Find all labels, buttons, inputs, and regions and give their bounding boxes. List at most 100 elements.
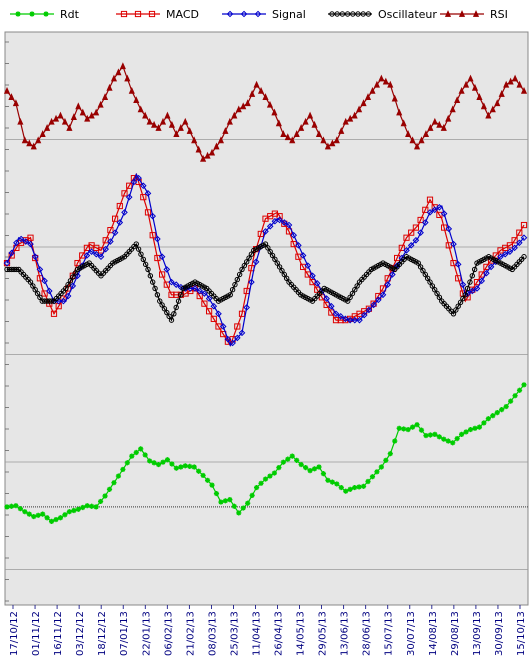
data-point: [89, 503, 95, 509]
legend-item-rdt: Rdt: [10, 8, 80, 21]
data-point: [27, 279, 34, 285]
data-point: [13, 239, 20, 247]
data-point: [468, 287, 476, 295]
data-point: [231, 111, 238, 119]
data-point: [459, 431, 465, 437]
data-point: [72, 270, 78, 276]
data-point: [445, 225, 453, 233]
data-point: [275, 119, 282, 127]
x-tick-label: 08/03/13: [207, 611, 218, 656]
data-point: [418, 136, 425, 144]
data-point: [173, 465, 179, 471]
data-point: [271, 108, 278, 116]
data-point: [116, 219, 124, 226]
data-point: [229, 287, 236, 293]
data-point: [503, 80, 510, 88]
legend-marker: [360, 11, 366, 17]
data-point: [279, 267, 285, 274]
data-point: [298, 124, 305, 131]
data-point: [62, 512, 68, 518]
data-point: [258, 480, 264, 486]
data-point: [316, 464, 322, 470]
data-point: [8, 93, 15, 100]
data-point: [403, 247, 410, 254]
data-point: [352, 287, 358, 293]
data-point: [35, 512, 41, 518]
data-point: [472, 425, 478, 431]
data-point: [217, 136, 224, 144]
data-point: [283, 275, 290, 281]
data-point: [124, 74, 131, 82]
data-point: [149, 212, 157, 220]
data-point: [313, 280, 321, 287]
data-point: [471, 83, 479, 91]
data-point: [61, 117, 69, 125]
data-point: [441, 436, 447, 442]
x-tick-label: 01/11/12: [31, 611, 42, 656]
legend-marker: [43, 11, 49, 17]
data-point: [453, 307, 459, 313]
data-point: [110, 74, 118, 82]
data-point: [50, 310, 58, 317]
data-point: [450, 311, 457, 317]
data-point: [26, 139, 33, 147]
data-point: [328, 309, 335, 316]
data-point: [238, 310, 246, 317]
data-point: [360, 483, 367, 489]
data-point: [432, 431, 438, 437]
data-point: [440, 210, 448, 217]
legend: Rdt MACD Signal Oscillateur RSI: [10, 8, 508, 21]
data-point: [432, 287, 438, 293]
data-point: [426, 209, 434, 216]
data-point: [325, 477, 331, 483]
data-point: [27, 240, 34, 248]
data-point: [243, 304, 251, 311]
data-point: [469, 273, 475, 279]
legend-label: Oscillateur: [378, 8, 437, 21]
data-point: [27, 234, 34, 241]
data-point: [126, 182, 133, 189]
data-point: [507, 77, 514, 85]
data-point: [490, 413, 496, 419]
data-point: [111, 229, 119, 236]
data-point: [213, 142, 220, 150]
data-point: [140, 194, 147, 201]
data-point: [121, 190, 128, 197]
data-point: [343, 488, 349, 494]
data-point: [311, 120, 318, 128]
x-tick-label: 07/01/13: [119, 611, 130, 656]
data-point: [135, 174, 142, 182]
data-point: [417, 229, 424, 236]
data-point: [66, 124, 73, 131]
legend-marker: [458, 10, 466, 17]
data-point: [22, 509, 28, 515]
data-point: [441, 224, 448, 231]
data-point: [280, 130, 287, 138]
data-point: [97, 498, 104, 505]
data-point: [347, 114, 354, 122]
data-point: [298, 461, 304, 468]
data-point: [84, 114, 91, 122]
data-point: [175, 298, 182, 304]
data-point: [66, 509, 72, 515]
data-point: [463, 429, 469, 435]
data-point: [253, 80, 260, 88]
data-point: [236, 510, 242, 516]
data-point: [494, 99, 501, 107]
data-point: [327, 302, 335, 310]
data-point: [164, 309, 170, 316]
data-point: [467, 426, 474, 433]
data-point: [17, 235, 25, 243]
data-point: [124, 460, 130, 466]
data-point: [476, 424, 483, 430]
data-point: [407, 242, 415, 249]
x-tick-label: 14/08/13: [428, 611, 439, 656]
data-point: [360, 99, 367, 107]
data-point: [191, 136, 198, 144]
data-point: [171, 311, 177, 317]
data-point: [347, 294, 353, 301]
data-point: [144, 190, 152, 197]
data-point: [169, 461, 175, 467]
data-point: [487, 263, 495, 271]
data-point: [436, 434, 442, 440]
